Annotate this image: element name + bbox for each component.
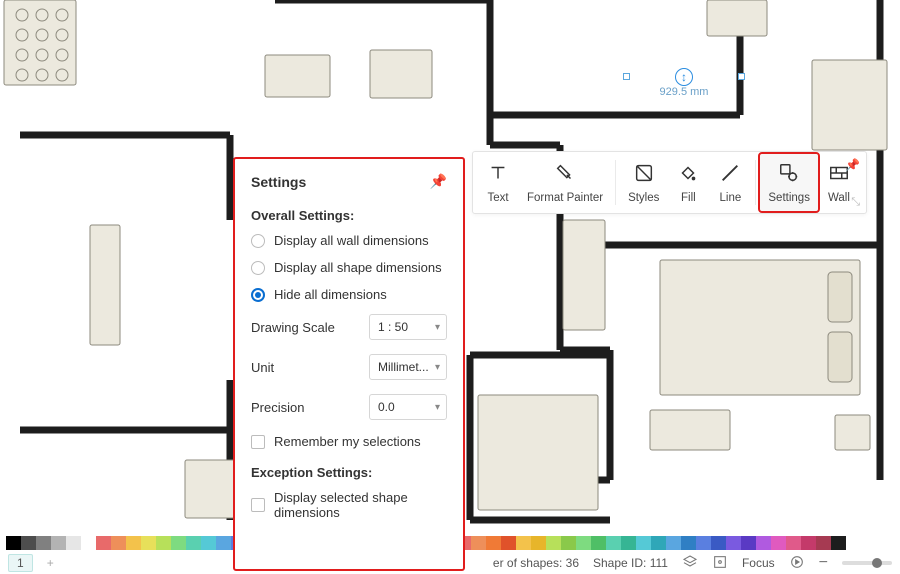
color-swatch[interactable] <box>771 536 786 550</box>
color-swatch[interactable] <box>636 536 651 550</box>
page-tab[interactable]: 1 <box>8 554 33 572</box>
color-swatch[interactable] <box>651 536 666 550</box>
precision-label: Precision <box>251 400 304 415</box>
color-swatch[interactable] <box>591 536 606 550</box>
unit-select[interactable]: Millimet... ▾ <box>369 354 447 380</box>
settings-title: Settings <box>251 174 306 190</box>
zoom-out-button[interactable]: − <box>819 554 828 572</box>
drawing-scale-label: Drawing Scale <box>251 320 335 335</box>
color-swatch[interactable] <box>111 536 126 550</box>
tool-fill[interactable]: Fill <box>667 154 709 211</box>
overall-settings-label: Overall Settings: <box>251 208 447 223</box>
color-swatch[interactable] <box>21 536 36 550</box>
drawing-scale-select[interactable]: 1 : 50 ▾ <box>369 314 447 340</box>
settings-panel: Settings 📌 Overall Settings: Display all… <box>233 157 465 571</box>
remember-selections-checkbox[interactable]: Remember my selections <box>251 434 447 449</box>
chevron-down-icon: ▾ <box>435 322 440 333</box>
color-swatch[interactable] <box>606 536 621 550</box>
panel-pin-icon[interactable]: 📌 <box>430 173 447 190</box>
color-swatch[interactable] <box>681 536 696 550</box>
radio-icon <box>251 234 265 248</box>
color-swatch[interactable] <box>126 536 141 550</box>
color-swatch[interactable] <box>171 536 186 550</box>
color-swatch[interactable] <box>201 536 216 550</box>
add-page-button[interactable]: + <box>47 556 54 570</box>
color-swatch[interactable] <box>471 536 486 550</box>
checkbox-icon <box>251 498 265 512</box>
chevron-down-icon: ▾ <box>435 362 440 373</box>
color-swatch[interactable] <box>756 536 771 550</box>
color-swatch[interactable] <box>546 536 561 550</box>
fit-icon[interactable] <box>712 554 728 573</box>
radio-display-wall-dims[interactable]: Display all wall dimensions <box>251 233 447 248</box>
present-icon[interactable] <box>789 554 805 573</box>
shape-id: Shape ID: 111 <box>593 556 668 570</box>
color-swatch[interactable] <box>561 536 576 550</box>
color-swatch[interactable] <box>36 536 51 550</box>
radio-display-shape-dims[interactable]: Display all shape dimensions <box>251 260 447 275</box>
color-swatch[interactable] <box>831 536 846 550</box>
floating-toolbar: 📌 ⤡ Text Format Painter Styles Fill Line <box>472 151 867 214</box>
radio-icon <box>251 288 265 302</box>
tool-line[interactable]: Line <box>709 154 751 211</box>
color-swatch[interactable] <box>486 536 501 550</box>
styles-icon <box>631 160 657 186</box>
color-swatch[interactable] <box>726 536 741 550</box>
color-swatch[interactable] <box>711 536 726 550</box>
color-swatch[interactable] <box>816 536 831 550</box>
color-swatch[interactable] <box>696 536 711 550</box>
focus-label[interactable]: Focus <box>742 556 775 570</box>
precision-select[interactable]: 0.0 ▾ <box>369 394 447 420</box>
pin-icon[interactable]: 📌 <box>845 158 860 172</box>
color-swatch[interactable] <box>141 536 156 550</box>
color-swatch[interactable] <box>66 536 81 550</box>
color-swatch[interactable] <box>666 536 681 550</box>
tool-styles[interactable]: Styles <box>620 154 667 211</box>
color-swatch[interactable] <box>156 536 171 550</box>
checkbox-icon <box>251 435 265 449</box>
dimension-drag-icon <box>675 68 693 86</box>
color-swatch[interactable] <box>786 536 801 550</box>
zoom-slider[interactable] <box>842 561 892 565</box>
tool-text[interactable]: Text <box>477 154 519 211</box>
exception-settings-label: Exception Settings: <box>251 465 447 480</box>
dimension-value: 929.5 mm <box>626 86 742 98</box>
fill-icon <box>675 160 701 186</box>
text-icon <box>485 160 511 186</box>
color-swatch[interactable] <box>621 536 636 550</box>
unit-label: Unit <box>251 360 274 375</box>
display-selected-shape-dims-checkbox[interactable]: Display selected shape dimensions <box>251 490 447 520</box>
color-swatch[interactable] <box>6 536 21 550</box>
expand-icon[interactable]: ⤡ <box>851 196 860 209</box>
settings-icon <box>776 160 802 186</box>
color-swatch[interactable] <box>801 536 816 550</box>
color-swatch[interactable] <box>186 536 201 550</box>
color-swatch[interactable] <box>531 536 546 550</box>
color-swatch[interactable] <box>741 536 756 550</box>
format-painter-icon <box>552 160 578 186</box>
shape-count: er of shapes: 36 <box>493 556 579 570</box>
dimension-callout[interactable]: 929.5 mm <box>626 70 742 98</box>
color-swatch[interactable] <box>81 536 96 550</box>
color-swatch[interactable] <box>216 536 231 550</box>
color-swatch[interactable] <box>96 536 111 550</box>
tool-settings[interactable]: Settings <box>760 154 818 211</box>
color-swatch[interactable] <box>501 536 516 550</box>
tool-format-painter[interactable]: Format Painter <box>519 154 611 211</box>
radio-icon <box>251 261 265 275</box>
color-swatch[interactable] <box>51 536 66 550</box>
color-swatch[interactable] <box>576 536 591 550</box>
color-swatch[interactable] <box>516 536 531 550</box>
chevron-down-icon: ▾ <box>435 402 440 413</box>
radio-hide-all-dims[interactable]: Hide all dimensions <box>251 287 447 302</box>
line-icon <box>717 160 743 186</box>
layers-icon[interactable] <box>682 554 698 573</box>
